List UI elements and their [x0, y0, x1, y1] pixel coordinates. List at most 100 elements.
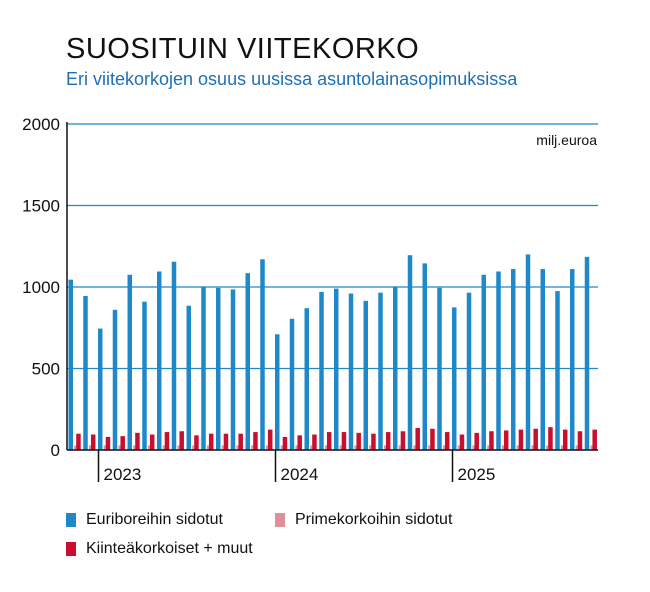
chart-title: SUOSITUIN VIITEKORKO: [66, 33, 420, 65]
bar-euribor: [171, 261, 177, 450]
y-tick-label: 1000: [22, 278, 60, 297]
bar-prime: [251, 445, 254, 450]
bar-euribor: [555, 291, 560, 450]
gridlines: [67, 123, 598, 370]
bar-fixed: [518, 429, 524, 450]
bar-prime: [221, 445, 224, 450]
year-label: 2023: [104, 465, 142, 484]
legend-item-euribor: Euriboreihin sidotut: [66, 511, 223, 529]
bar-fixed: [400, 431, 406, 450]
unit-label: milj.euroa: [536, 132, 597, 148]
bar-fixed: [415, 427, 420, 450]
bar-prime: [501, 445, 504, 450]
bar-euribor: [98, 328, 103, 450]
bar-prime: [516, 445, 519, 450]
chart-subtitle: Eri viitekorkojen osuus uusissa asuntola…: [66, 69, 518, 89]
bar-prime: [206, 445, 209, 450]
bar-euribor: [201, 287, 206, 450]
bar-prime: [192, 445, 195, 450]
bar-euribor: [363, 300, 368, 450]
bar-fixed: [459, 434, 465, 450]
bar-fixed: [76, 433, 81, 450]
bar-euribor: [348, 293, 354, 450]
bar-prime: [118, 445, 121, 450]
bar-euribor: [334, 288, 339, 450]
bar-prime: [398, 445, 401, 450]
legend-swatch-fixed: [66, 542, 76, 556]
y-tick-label: 1500: [22, 197, 60, 216]
bar-prime: [354, 445, 357, 450]
bar-euribor: [157, 271, 162, 450]
bar-fixed: [430, 428, 435, 450]
bar-fixed: [533, 428, 538, 450]
bar-euribor: [437, 287, 442, 450]
bar-euribor: [570, 269, 575, 450]
bar-fixed: [238, 433, 243, 450]
bar-prime: [472, 445, 475, 450]
bar-prime: [295, 445, 298, 450]
bar-prime: [133, 445, 136, 450]
bar-euribor: [452, 307, 457, 450]
bar-prime: [487, 445, 490, 450]
bar-prime: [531, 445, 534, 450]
bar-prime: [442, 445, 445, 450]
bar-fixed: [385, 432, 391, 450]
bar-fixed: [120, 436, 125, 450]
bar-fixed: [341, 432, 347, 450]
legend-item-prime: Primekorkoihin sidotut: [275, 511, 452, 529]
bars: [68, 254, 597, 450]
bar-fixed: [208, 433, 214, 450]
bar-fixed: [577, 431, 583, 450]
bar-euribor: [481, 274, 486, 450]
bar-prime: [590, 445, 593, 450]
bar-fixed: [444, 432, 450, 450]
axes: [66, 122, 598, 451]
bar-euribor: [68, 279, 73, 450]
bar-euribor: [260, 259, 265, 450]
bar-euribor: [584, 256, 590, 450]
bar-euribor: [407, 255, 413, 450]
bar-fixed: [194, 435, 199, 450]
bar-prime: [428, 445, 431, 450]
bar-prime: [339, 445, 342, 450]
bar-fixed: [223, 433, 229, 450]
bar-prime: [177, 445, 180, 450]
bar-euribor: [230, 289, 236, 450]
bar-prime: [369, 445, 372, 450]
bar-euribor: [216, 287, 221, 450]
bar-prime: [236, 445, 239, 450]
bar-prime: [575, 445, 578, 450]
bar-euribor: [275, 334, 280, 450]
bar-fixed: [592, 429, 597, 450]
bar-euribor: [142, 301, 147, 450]
bar-euribor: [466, 292, 472, 450]
legend-swatch-prime: [275, 513, 285, 527]
bar-prime: [88, 445, 91, 450]
bar-euribor: [496, 271, 501, 450]
year-labels: 2023 2024 2025: [97, 450, 496, 484]
y-tick-label: 0: [51, 441, 60, 460]
bar-prime: [546, 445, 549, 450]
bar-fixed: [356, 432, 361, 450]
bar-euribor: [319, 291, 324, 450]
bar-fixed: [282, 436, 288, 450]
bar-fixed: [326, 432, 332, 450]
bar-fixed: [371, 433, 376, 450]
bar-fixed: [489, 431, 494, 450]
legend-item-fixed: Kiinteäkorkoiset + muut: [66, 540, 253, 558]
bar-euribor: [511, 269, 516, 450]
bar-euribor: [540, 269, 545, 450]
bar-fixed: [503, 430, 509, 450]
bar-prime: [383, 445, 386, 450]
bar-euribor: [525, 254, 531, 450]
bar-prime: [147, 445, 150, 450]
bar-euribor: [245, 273, 250, 450]
bar-euribor: [186, 305, 191, 450]
y-tick-label: 2000: [22, 115, 60, 134]
bar-fixed: [562, 429, 568, 450]
bar-fixed: [105, 436, 111, 450]
bar-fixed: [312, 434, 317, 450]
bar-euribor: [112, 309, 118, 450]
year-label: 2025: [458, 465, 496, 484]
bar-fixed: [548, 427, 553, 450]
